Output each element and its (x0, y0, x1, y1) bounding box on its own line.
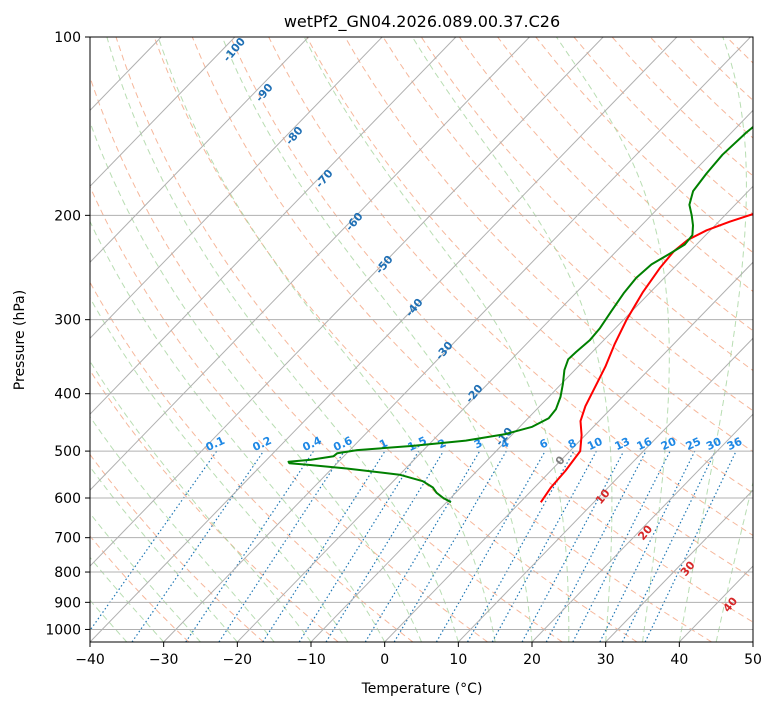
profile-series (287, 125, 753, 504)
mixing-ratio-lines (90, 450, 737, 642)
dry-adiabat (497, 37, 753, 293)
dry-adiabats (90, 37, 753, 642)
mixing-ratio-line (435, 450, 546, 642)
mixing-ratio-line (131, 450, 265, 642)
moist-adiabat (303, 37, 570, 642)
isotherm (90, 37, 309, 263)
moist-adiabat (90, 415, 275, 642)
chart-title: wetPf2_GN04.2026.089.00.37.C26 (284, 12, 560, 32)
mixing-ratio-label: 30 (704, 435, 724, 453)
isotherms (90, 37, 753, 642)
moist-adiabat (715, 480, 753, 642)
mixing-ratio-label: 13 (613, 435, 632, 453)
moist-adiabat (90, 120, 422, 642)
y-axis-label: Pressure (hPa) (12, 290, 28, 390)
mixing-ratio-line (325, 450, 445, 642)
moist-adiabat (221, 37, 533, 642)
plot-frame (89, 36, 754, 643)
isotherm (90, 37, 457, 415)
dry-adiabat (191, 37, 753, 623)
mixing-ratio-line (393, 450, 507, 642)
mixing-ratio-label: 20 (659, 435, 679, 453)
y-tick-label: 300 (54, 313, 81, 329)
isotherm (531, 413, 753, 642)
isotherm (384, 261, 753, 642)
dry-adiabat (90, 185, 488, 642)
mixing-ratio-label: 16 (635, 435, 655, 453)
mixing-ratio-line (521, 450, 625, 642)
isotherm (605, 489, 753, 642)
dry-adiabat (90, 75, 563, 642)
dry-adiabat (90, 453, 264, 642)
y-tick-label: 900 (54, 595, 81, 611)
mixing-ratio-label: 10 (585, 435, 605, 453)
mixing-ratio-line (644, 450, 737, 642)
y-tick-label: 600 (54, 491, 81, 507)
y-tick-label: 1000 (45, 622, 81, 638)
moist-adiabat (90, 296, 349, 642)
x-tick-label: 20 (523, 652, 541, 668)
y-tick-label: 700 (54, 531, 81, 547)
dry-adiabat (115, 37, 638, 642)
isotherm (236, 109, 753, 642)
y-tick-label: 800 (54, 565, 81, 581)
y-tick-label: 100 (54, 30, 81, 46)
isotherm (457, 337, 753, 642)
isotherm (310, 185, 753, 642)
x-tick-label: −40 (75, 652, 105, 668)
y-tick-label: 500 (54, 444, 81, 460)
mixing-ratio-line (364, 450, 481, 642)
moist-adiabat (157, 37, 496, 642)
mixing-ratio-line (262, 450, 386, 642)
moist-adiabat (555, 37, 670, 642)
isotherm (90, 37, 604, 567)
mixing-ratio-line (491, 450, 597, 642)
x-tick-label: −10 (296, 652, 326, 668)
dewpoint-profile (287, 125, 753, 504)
isotherm (163, 37, 751, 642)
x-tick-label: 30 (597, 652, 615, 668)
y-tick-label: 400 (54, 387, 81, 403)
x-tick-label: −30 (149, 652, 179, 668)
moist-adiabats (90, 37, 753, 642)
moist-adiabat (678, 37, 747, 642)
isotherm (90, 37, 236, 188)
mixing-ratio-line (621, 450, 716, 642)
y-tick-label: 200 (54, 208, 81, 224)
isotherm (90, 37, 678, 642)
x-tick-label: −20 (223, 652, 253, 668)
x-axis: −40 −30 −20 −10 0 10 20 30 40 50 (75, 642, 762, 668)
mixing-ratio-label: 36 (725, 435, 745, 453)
isobars (90, 37, 753, 630)
x-tick-label: 10 (449, 652, 467, 668)
mixing-ratio-line (466, 450, 575, 642)
moist-adiabat (411, 37, 613, 642)
mixing-ratio-line (90, 450, 218, 632)
isotherm (90, 37, 530, 491)
moist-adiabat (90, 466, 238, 642)
mixing-ratio-label: 25 (684, 435, 703, 453)
isotherm (90, 37, 383, 339)
x-axis-label: Temperature (°C) (361, 681, 483, 697)
temperature-profile (539, 212, 753, 503)
dry-adiabat (90, 369, 339, 642)
x-tick-label: 50 (744, 652, 762, 668)
x-tick-label: 40 (670, 652, 688, 668)
moist-adiabat (106, 37, 459, 642)
plot-area: 0.1 0.2 0.4 0.6 1 1.5 2 3 4 6 8 10 13 16 20 25 30 36-100-… (90, 37, 753, 642)
x-tick-label: 0 (380, 652, 389, 668)
mixing-ratio-line (298, 450, 420, 642)
moist-adiabat (90, 220, 386, 642)
y-axis: 100 200 300 400 500 600 700 800 900 1000 (45, 30, 90, 638)
